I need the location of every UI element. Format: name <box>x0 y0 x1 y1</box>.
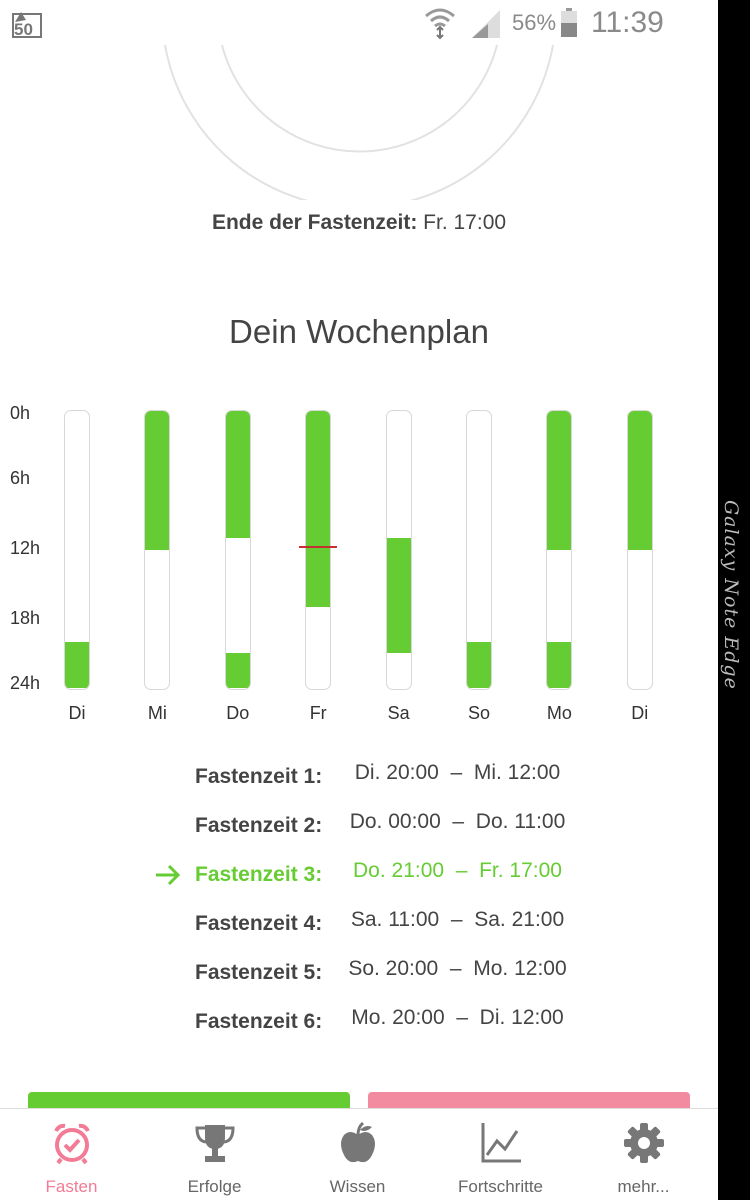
fasting-period-range: Di. 20:00 – Mi. 12:00 <box>354 761 561 784</box>
wifi-icon <box>424 6 456 40</box>
clock-time: 11:39 <box>591 6 664 39</box>
fasting-period-row[interactable]: Fastenzeit 2: Do. 00:00 – Do. 11:00 <box>0 810 718 840</box>
x-axis-day-label: So <box>467 703 491 723</box>
nav-item-fasten[interactable]: Fasten <box>0 1109 143 1201</box>
apple-icon <box>336 1121 380 1165</box>
nav-item-wissen[interactable]: Wissen <box>286 1109 429 1201</box>
fasting-segment <box>547 411 572 550</box>
bottom-navigation: Fasten Erfolge Wissen <box>0 1108 718 1201</box>
fasting-end-value: Fr. 17:00 <box>423 211 507 234</box>
nav-item-mehr[interactable]: mehr... <box>572 1109 715 1201</box>
device-edge-strip: Galaxy Note Edge <box>718 0 750 1200</box>
fasting-segment <box>467 641 491 688</box>
arrow-right-icon <box>154 859 182 887</box>
x-axis-day-label: Di <box>631 703 649 723</box>
fasting-period-label: Fastenzeit 4: <box>195 912 323 935</box>
current-time-marker <box>299 545 338 548</box>
notification-badge: 50 <box>14 20 33 39</box>
status-bar: 50 56% 11:39 <box>0 0 718 48</box>
day-bar <box>305 410 332 690</box>
fasting-segment <box>225 411 250 538</box>
nav-label: Erfolge <box>187 1177 242 1196</box>
nav-label: Wissen <box>329 1177 386 1196</box>
fasting-period-row[interactable]: Fastenzeit 1: Di. 20:00 – Mi. 12:00 <box>0 761 718 791</box>
nav-label: mehr... <box>617 1177 670 1196</box>
fasting-period-label: Fastenzeit 6: <box>195 1010 323 1033</box>
fasting-end-label: Ende der Fastenzeit: <box>211 211 418 234</box>
day-bar <box>546 410 573 690</box>
start-fasting-button[interactable] <box>28 1092 350 1112</box>
fasting-segment <box>145 411 170 550</box>
x-axis-day-label: Mo <box>546 703 572 723</box>
day-bar <box>224 410 251 690</box>
fasting-period-range: Sa. 11:00 – Sa. 21:00 <box>350 908 565 931</box>
y-axis-tick-label: 12h <box>10 538 41 558</box>
fasting-period-label: Fastenzeit 1: <box>195 765 323 788</box>
fasting-period-row[interactable]: Fastenzeit 5: So. 20:00 – Mo. 12:00 <box>0 957 718 987</box>
fasting-timer-ring <box>164 44 554 200</box>
nav-item-erfolge[interactable]: Erfolge <box>143 1109 286 1201</box>
fasting-period-range: Do. 21:00 – Fr. 17:00 <box>353 859 562 882</box>
end-fasting-button[interactable] <box>368 1092 690 1112</box>
nav-item-fortschritte[interactable]: Fortschritte <box>429 1109 572 1201</box>
alarm-clock-icon <box>50 1121 94 1165</box>
day-bar <box>144 410 171 690</box>
x-axis-day-label: Do <box>226 703 250 723</box>
signal-icon <box>470 8 502 38</box>
fasting-period-row[interactable]: Fastenzeit 4: Sa. 11:00 – Sa. 21:00 <box>0 908 718 938</box>
line-chart-icon <box>479 1121 523 1165</box>
day-bar <box>626 410 653 690</box>
day-bar <box>385 410 412 690</box>
y-axis-tick-label: 24h <box>10 673 41 693</box>
battery-icon <box>560 8 578 38</box>
y-axis-tick-label: 0h <box>10 403 31 423</box>
fasting-period-label: Fastenzeit 2: <box>195 814 323 837</box>
fasting-end-line: Ende der Fastenzeit: Fr. 17:00 <box>0 211 718 235</box>
day-bar <box>466 410 492 690</box>
fasting-segment <box>627 411 652 550</box>
fasting-segment <box>225 653 250 688</box>
x-axis-day-label: Fr <box>309 703 327 723</box>
day-bar <box>64 410 90 690</box>
fasting-period-range: Mo. 20:00 – Di. 12:00 <box>351 1006 564 1029</box>
y-axis-tick-label: 18h <box>10 608 41 628</box>
fasting-period-row[interactable]: Fastenzeit 3: Do. 21:00 – Fr. 17:00 <box>0 859 718 889</box>
fasting-period-label: Fastenzeit 3: <box>195 863 323 886</box>
fasting-period-range: Do. 00:00 – Do. 11:00 <box>349 810 566 833</box>
fasting-period-row[interactable]: Fastenzeit 6: Mo. 20:00 – Di. 12:00 <box>0 1006 718 1036</box>
nav-label: Fasten <box>45 1177 98 1196</box>
week-plan-title: Dein Wochenplan <box>229 313 489 350</box>
fasting-period-label: Fastenzeit 5: <box>195 961 323 984</box>
fasting-segment <box>386 537 411 654</box>
nav-label: Fortschritte <box>457 1177 544 1196</box>
gear-icon <box>622 1121 666 1165</box>
battery-percent: 56% <box>512 10 557 35</box>
y-axis-tick-label: 6h <box>10 468 31 488</box>
fasting-segment <box>547 641 572 688</box>
x-axis-day-label: Sa <box>387 703 410 723</box>
device-edge-label: Galaxy Note Edge <box>720 500 742 690</box>
x-axis-day-label: Mi <box>147 703 167 723</box>
trophy-icon <box>193 1121 237 1165</box>
notification-icon <box>12 8 42 38</box>
fasting-segment <box>65 641 89 688</box>
x-axis-day-label: Di <box>68 703 86 723</box>
fasting-period-range: So. 20:00 – Mo. 12:00 <box>348 957 567 980</box>
fasting-segment <box>306 411 331 608</box>
